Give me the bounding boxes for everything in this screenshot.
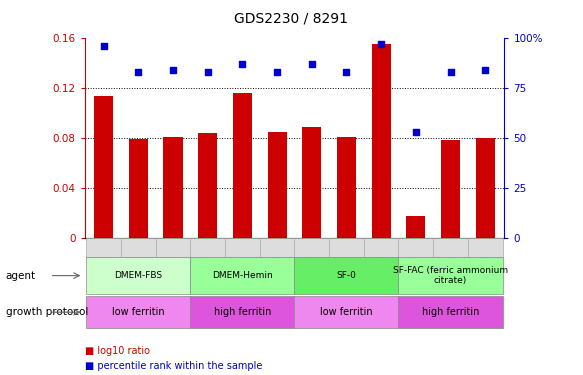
Bar xyxy=(302,126,321,238)
Bar xyxy=(371,44,391,238)
Point xyxy=(480,67,490,73)
Point xyxy=(134,69,143,75)
Text: high ferritin: high ferritin xyxy=(422,307,479,317)
Bar xyxy=(163,136,182,238)
Point xyxy=(272,69,282,75)
Point xyxy=(203,69,212,75)
Point xyxy=(99,42,108,48)
Text: agent: agent xyxy=(6,271,36,280)
Text: ■ log10 ratio: ■ log10 ratio xyxy=(85,346,149,355)
Point xyxy=(411,129,420,135)
Point xyxy=(377,40,386,46)
Text: SF-0: SF-0 xyxy=(336,271,356,280)
Point xyxy=(342,69,351,75)
Text: high ferritin: high ferritin xyxy=(214,307,271,317)
Point xyxy=(307,61,317,67)
Text: ■ percentile rank within the sample: ■ percentile rank within the sample xyxy=(85,361,262,370)
Point xyxy=(168,67,178,73)
Point xyxy=(446,69,455,75)
Bar xyxy=(337,136,356,238)
Text: DMEM-Hemin: DMEM-Hemin xyxy=(212,271,273,280)
Bar xyxy=(94,96,113,238)
Bar xyxy=(198,133,217,238)
Text: growth protocol: growth protocol xyxy=(6,307,88,317)
Bar xyxy=(441,140,460,238)
Bar xyxy=(476,138,495,238)
Text: low ferritin: low ferritin xyxy=(112,307,164,317)
Bar xyxy=(406,216,426,238)
Text: DMEM-FBS: DMEM-FBS xyxy=(114,271,163,280)
Text: GDS2230 / 8291: GDS2230 / 8291 xyxy=(234,11,349,25)
Bar xyxy=(129,139,148,238)
Bar xyxy=(233,93,252,238)
Bar xyxy=(268,132,287,238)
Text: low ferritin: low ferritin xyxy=(320,307,373,317)
Point xyxy=(238,61,247,67)
Text: SF-FAC (ferric ammonium
citrate): SF-FAC (ferric ammonium citrate) xyxy=(393,266,508,285)
